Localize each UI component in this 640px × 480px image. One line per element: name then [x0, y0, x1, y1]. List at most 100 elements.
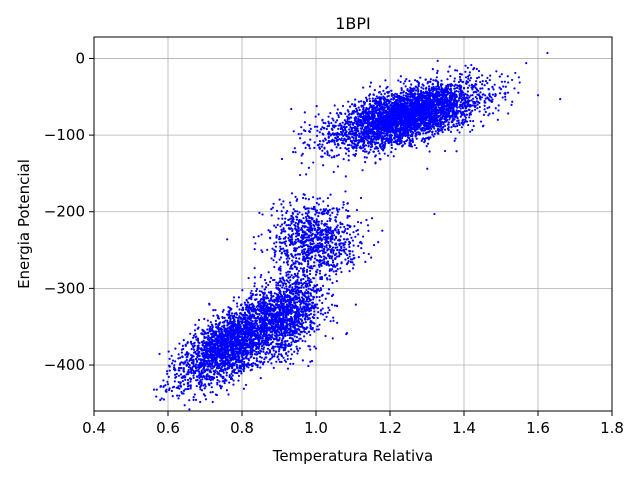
data-point	[300, 331, 303, 334]
data-point	[242, 369, 245, 373]
data-point	[165, 388, 168, 391]
data-point	[347, 224, 351, 227]
data-point	[291, 259, 294, 262]
data-point	[226, 366, 229, 369]
data-point	[259, 366, 262, 369]
data-point	[253, 248, 256, 251]
data-point	[307, 211, 310, 214]
data-point	[313, 310, 316, 313]
data-point	[277, 358, 280, 361]
data-point	[257, 235, 260, 238]
data-point	[305, 300, 308, 303]
data-point	[262, 330, 265, 333]
data-point	[241, 351, 244, 355]
data-point	[248, 314, 251, 317]
data-point	[250, 355, 253, 358]
data-point	[339, 221, 342, 224]
data-point	[310, 359, 314, 363]
data-point	[234, 316, 238, 319]
data-point	[281, 217, 284, 220]
data-point	[280, 360, 283, 364]
data-point	[180, 390, 183, 394]
data-point	[316, 307, 319, 310]
data-point	[236, 320, 239, 324]
data-point	[288, 327, 291, 330]
data-point	[292, 130, 295, 133]
data-point	[224, 345, 227, 348]
data-point	[281, 325, 284, 328]
data-point	[285, 310, 288, 313]
data-point	[324, 297, 327, 300]
data-point	[201, 342, 204, 346]
data-point	[205, 349, 208, 352]
data-point	[263, 278, 267, 282]
data-point	[347, 243, 351, 246]
data-point	[359, 196, 363, 200]
data-point	[185, 358, 188, 362]
data-point	[253, 335, 256, 338]
data-point	[296, 349, 300, 352]
data-point	[190, 361, 194, 365]
data-point	[237, 374, 241, 378]
data-point	[294, 266, 297, 269]
data-point	[232, 363, 235, 367]
data-point	[260, 329, 263, 332]
data-point	[177, 353, 180, 356]
data-point	[253, 285, 256, 288]
data-point	[345, 209, 348, 212]
data-point	[362, 251, 365, 255]
data-point	[367, 252, 370, 256]
data-point	[187, 362, 190, 366]
data-point	[359, 221, 363, 224]
data-point	[231, 316, 234, 320]
data-point	[313, 261, 316, 264]
data-point	[306, 265, 309, 268]
data-point	[324, 227, 328, 231]
data-point	[257, 301, 260, 304]
data-point	[284, 282, 288, 286]
data-point	[302, 222, 306, 225]
data-point	[209, 391, 212, 394]
data-point	[301, 246, 304, 249]
data-point	[166, 380, 169, 383]
data-point	[273, 242, 276, 245]
data-point	[278, 331, 281, 334]
data-point	[216, 378, 219, 382]
data-point	[352, 244, 355, 247]
data-point	[236, 327, 239, 330]
data-point	[318, 295, 321, 299]
data-point	[253, 276, 256, 279]
data-point	[372, 244, 376, 247]
data-point	[206, 353, 210, 357]
data-point	[258, 290, 261, 293]
data-point	[211, 364, 214, 368]
data-point	[295, 256, 298, 260]
data-point	[323, 245, 326, 248]
data-point	[254, 298, 257, 301]
data-point	[197, 353, 200, 356]
data-point	[227, 306, 230, 309]
data-point	[344, 252, 347, 255]
data-point	[200, 359, 203, 362]
data-point	[296, 306, 299, 309]
data-point	[335, 270, 338, 273]
data-point	[289, 267, 293, 270]
data-point	[348, 255, 351, 258]
data-point	[319, 208, 322, 211]
data-point	[271, 206, 274, 209]
data-point	[236, 366, 239, 370]
data-point	[318, 323, 321, 326]
data-point	[293, 350, 296, 353]
data-point	[237, 353, 240, 356]
data-point	[207, 383, 210, 386]
data-point	[313, 277, 316, 280]
data-point	[180, 348, 184, 351]
data-point	[278, 309, 281, 312]
data-point	[273, 224, 276, 227]
data-point	[286, 367, 290, 370]
data-point	[225, 379, 228, 382]
data-point	[293, 210, 297, 213]
data-point	[223, 316, 226, 319]
data-point	[269, 309, 272, 313]
data-point	[266, 319, 269, 322]
